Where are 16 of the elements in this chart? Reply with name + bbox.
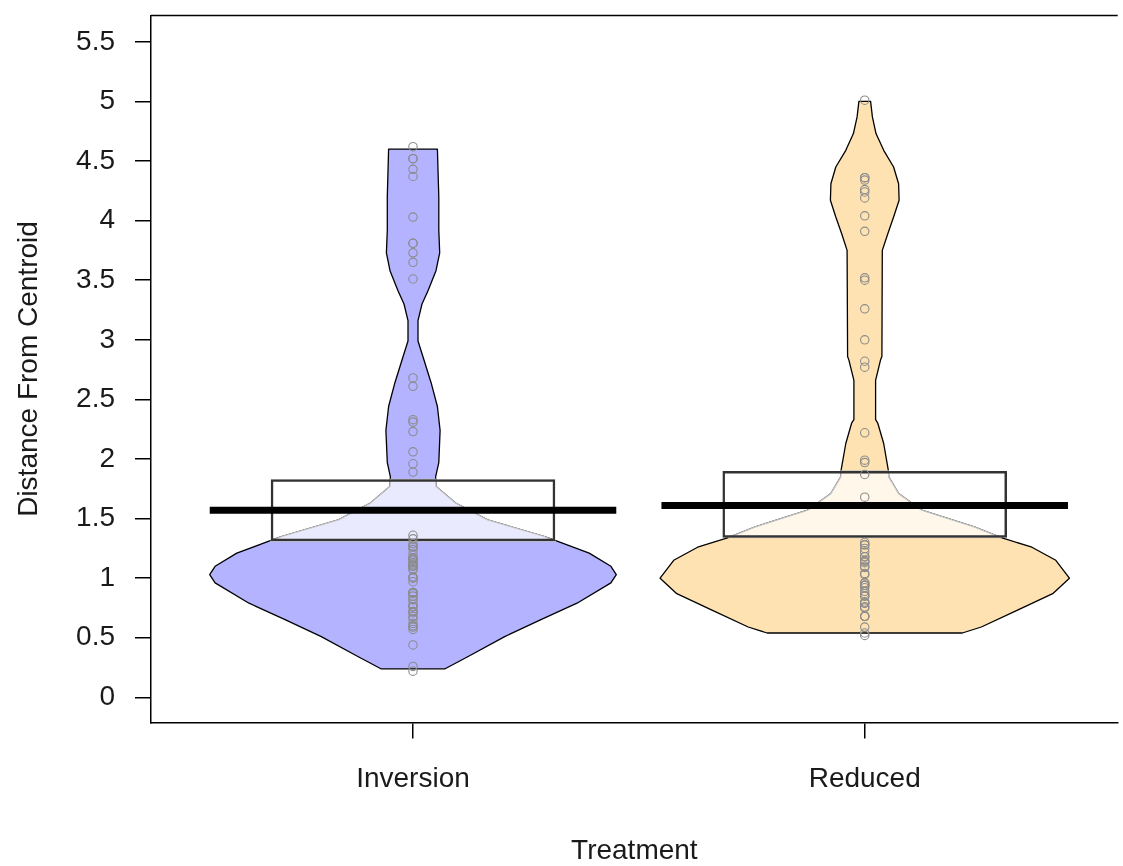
y-tick-label: 4 xyxy=(99,203,115,235)
y-tick-label: 0 xyxy=(99,680,115,712)
y-tick-label: 3 xyxy=(99,322,115,354)
x-axis-title: Treatment xyxy=(571,833,698,865)
y-axis-title: Distance From Centroid xyxy=(11,221,43,517)
y-tick-label: 2.5 xyxy=(76,382,115,414)
x-tick-label: Inversion xyxy=(356,761,470,793)
y-tick-label: 4.5 xyxy=(76,143,115,175)
y-tick-label: 5.5 xyxy=(76,24,115,56)
y-tick-label: 3.5 xyxy=(76,262,115,294)
x-tick-label: Reduced xyxy=(808,761,921,793)
y-tick-label: 2 xyxy=(99,441,115,473)
y-tick-label: 1 xyxy=(99,560,115,592)
y-tick-label: 0.5 xyxy=(76,620,115,652)
y-tick-label: 5 xyxy=(99,84,115,116)
y-tick-label: 1.5 xyxy=(76,501,115,533)
